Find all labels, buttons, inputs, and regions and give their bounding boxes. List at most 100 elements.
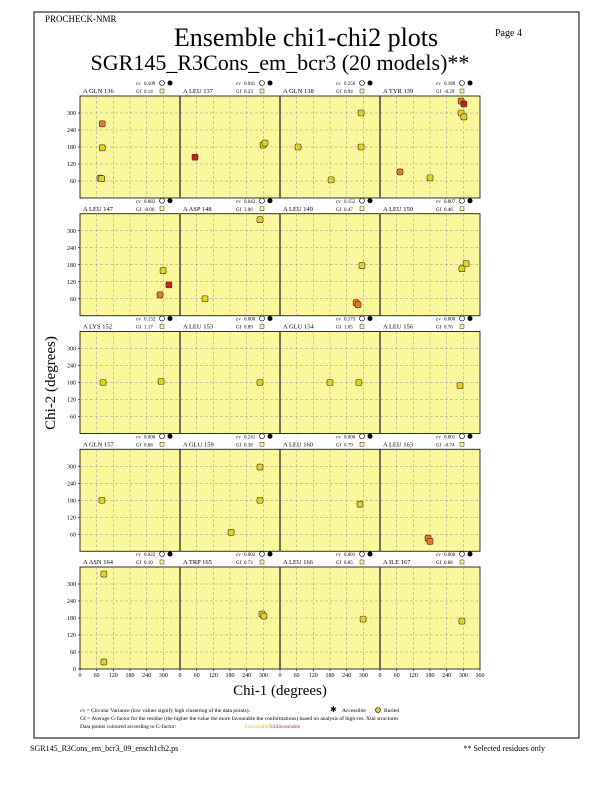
cv-icon bbox=[459, 80, 465, 86]
gf-label: Gf bbox=[436, 326, 442, 331]
gf-icon bbox=[459, 206, 465, 211]
y-axis-title: Chi-2 (degrees) bbox=[43, 336, 59, 430]
gf-icon bbox=[459, 559, 465, 565]
access-icon bbox=[467, 551, 473, 557]
cv-value: 0.002 bbox=[244, 553, 256, 558]
cv-icon bbox=[159, 551, 165, 557]
x-tick-label: 360 bbox=[476, 673, 485, 679]
access-icon bbox=[167, 551, 173, 557]
gf-value: 1.17 bbox=[144, 326, 153, 331]
gf-value: 1.05 bbox=[344, 326, 353, 331]
y-tick-label: 60 bbox=[70, 532, 76, 538]
gf-icon bbox=[459, 88, 465, 94]
gf-icon bbox=[259, 324, 265, 329]
gf-label: Gf bbox=[236, 326, 242, 331]
y-tick-label: 180 bbox=[67, 498, 76, 504]
x-tick-label: 240 bbox=[142, 673, 151, 679]
access-icon bbox=[467, 198, 473, 204]
data-point bbox=[294, 143, 302, 151]
cv-icon bbox=[259, 197, 265, 204]
y-tick-label: 180 bbox=[67, 381, 76, 387]
gf-value: 0.68 bbox=[144, 443, 153, 448]
y-tick-label: 240 bbox=[67, 246, 76, 252]
y-tick-label: 0 bbox=[73, 667, 76, 673]
residue-name: A ILE 167 bbox=[383, 559, 411, 566]
data-point bbox=[326, 379, 334, 386]
cv-value: 0.043 bbox=[244, 200, 256, 205]
data-point bbox=[98, 175, 105, 183]
gf-label: Gf bbox=[436, 208, 442, 213]
data-point bbox=[460, 100, 468, 108]
access-icon bbox=[267, 551, 273, 557]
residue-name: A TRP 165 bbox=[183, 559, 212, 566]
data-point bbox=[256, 463, 264, 471]
gf-icon bbox=[359, 324, 365, 329]
gf-value: 0.46 bbox=[444, 208, 453, 213]
y-tick-label: 180 bbox=[67, 145, 76, 151]
access-icon bbox=[267, 80, 273, 86]
cv-label: cv bbox=[336, 200, 341, 205]
cv-icon bbox=[159, 80, 165, 86]
cv-icon bbox=[159, 315, 165, 322]
y-tick-label: 60 bbox=[70, 415, 76, 421]
gf-label: Gf bbox=[236, 208, 242, 213]
x-tick-label: 120 bbox=[409, 673, 418, 679]
cv-label: cv bbox=[436, 553, 441, 558]
y-tick-label: 60 bbox=[70, 179, 76, 185]
cv-icon bbox=[359, 315, 365, 322]
cv-label: cv bbox=[436, 318, 441, 323]
data-point bbox=[261, 139, 269, 147]
gf-label: Gf bbox=[136, 561, 142, 566]
residue-name: A GLN 136 bbox=[83, 88, 114, 95]
y-tick-label: 120 bbox=[67, 515, 76, 521]
data-point bbox=[157, 378, 165, 385]
residue-name: A GLU 154 bbox=[283, 324, 314, 331]
y-tick-label: 300 bbox=[67, 229, 76, 235]
frame bbox=[33, 11, 580, 739]
gf-icon bbox=[159, 442, 165, 447]
y-tick-label: 60 bbox=[70, 650, 76, 656]
access-icon bbox=[267, 198, 273, 204]
data-point bbox=[458, 617, 466, 625]
note-unfavourable: Unfavourable bbox=[270, 723, 301, 730]
cv-label: cv bbox=[236, 435, 241, 440]
residue-name: A GLU 159 bbox=[183, 441, 214, 448]
y-tick-label: 300 bbox=[67, 347, 76, 353]
note-accessible: Accessible bbox=[342, 708, 366, 714]
cv-label: cv bbox=[136, 82, 141, 87]
x-tick-label: 60 bbox=[294, 673, 300, 679]
cv-label: cv bbox=[436, 82, 441, 87]
cv-label: cv bbox=[136, 435, 141, 440]
cv-value: 0.000 bbox=[444, 318, 456, 323]
y-tick-label: 120 bbox=[67, 280, 76, 286]
accessible-icon: ✱ bbox=[330, 705, 337, 714]
residue-name: A LEU 137 bbox=[183, 88, 214, 95]
cv-label: cv bbox=[236, 82, 241, 87]
y-tick-label: 300 bbox=[67, 464, 76, 470]
gf-label: Gf bbox=[336, 90, 342, 95]
data-point bbox=[458, 265, 466, 273]
program: PROCHECK-NMR bbox=[45, 14, 117, 24]
residue-name: A LEU 166 bbox=[283, 559, 314, 566]
cv-label: cv bbox=[136, 318, 141, 323]
data-point bbox=[356, 500, 364, 508]
gf-label: Gf bbox=[336, 443, 342, 448]
gf-label: Gf bbox=[136, 208, 142, 213]
x-tick-label: 240 bbox=[242, 673, 251, 679]
data-point bbox=[354, 301, 362, 309]
data-point bbox=[98, 120, 106, 128]
cv-icon bbox=[459, 315, 465, 322]
cv-label: cv bbox=[136, 200, 141, 205]
cv-value: 0.022 bbox=[144, 553, 156, 558]
footer-selected: ** Selected residues only bbox=[463, 744, 545, 753]
gf-label: Gf bbox=[436, 561, 442, 566]
y-tick-label: 240 bbox=[67, 599, 76, 605]
cv-value: 0.000 bbox=[244, 318, 256, 323]
data-point bbox=[256, 496, 264, 504]
cv-icon bbox=[259, 551, 265, 557]
residue-name: A TYR 139 bbox=[383, 88, 413, 95]
x-tick-label: 0 bbox=[179, 673, 182, 679]
cv-icon bbox=[159, 197, 165, 204]
